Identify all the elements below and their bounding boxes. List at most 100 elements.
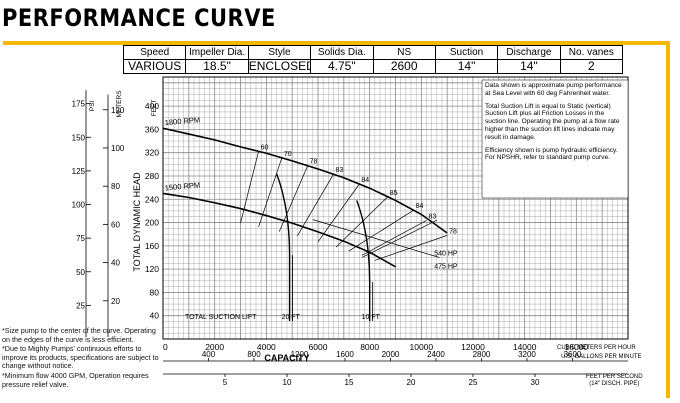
meters-tick-label: 60 <box>111 220 120 229</box>
m3h-tick-label: 3200 <box>518 350 536 359</box>
m3h-tick-label: 800 <box>247 350 261 359</box>
efficiency-label: 84 <box>361 177 369 184</box>
y-tick-label: 280 <box>145 171 159 181</box>
x-unit-label: U.S. GALLONS PER MINUTE <box>561 354 641 360</box>
spec-value-solids: 4.75" <box>310 59 374 74</box>
psi-axis-title: PSI <box>89 101 96 112</box>
efficiency-label: 85 <box>390 190 398 197</box>
y-tick-label: 160 <box>145 241 159 251</box>
y-tick-label: 80 <box>150 287 160 297</box>
psi-tick-label: 125 <box>72 167 86 176</box>
efficiency-label: 83 <box>336 167 344 174</box>
psi-tick-label: 75 <box>76 234 85 243</box>
m3h-tick-label: 1600 <box>336 350 354 359</box>
efficiency-label: 60 <box>261 144 269 151</box>
x-axis-title: CAPACITY <box>264 353 309 363</box>
hp-lines <box>312 219 440 258</box>
x-tick-label: 4000 <box>257 342 276 352</box>
y-tick-label: 360 <box>145 124 159 134</box>
spec-value-impeller: 18.5" <box>185 59 249 74</box>
footnote: *Minimum flow 4000 GPM, Operation requir… <box>2 370 149 389</box>
velocity-tick-label: 15 <box>345 378 354 387</box>
info-paragraph: Data shown is approximate pump performan… <box>485 82 622 97</box>
y-tick-label: 120 <box>145 264 159 274</box>
m3h-tick-label: 1200 <box>291 350 309 359</box>
info-paragraph: Efficiency shown is pump hydraulic effic… <box>485 146 618 162</box>
x-tick-label: 2000 <box>205 342 224 352</box>
velocity-tick-label: 25 <box>469 378 478 387</box>
spec-value-style: ENCLOSED <box>247 59 312 74</box>
y-tick-label: 320 <box>145 148 159 158</box>
m3h-tick-label: 3600 <box>564 350 582 359</box>
velocity-axis-subtitle: (14" DISCH. PIPE) <box>589 381 639 387</box>
velocity-tick-label: 10 <box>283 378 292 387</box>
hp-line <box>312 219 440 258</box>
psi-tick-label: 25 <box>76 301 85 310</box>
efficiency-label: 70 <box>284 151 292 158</box>
y-unit-label: FEET <box>151 100 158 117</box>
meters-axis-title: METERS <box>116 90 123 118</box>
rpm-curve <box>162 192 396 268</box>
meters-tick-label: 40 <box>111 259 120 268</box>
info-paragraph: Total Suction Lift is equal to Static (v… <box>485 102 620 141</box>
suction-lift-line <box>356 200 371 321</box>
suction-lift-label: 20 FT <box>282 314 301 321</box>
m3h-tick-label: 2000 <box>382 350 400 359</box>
efficiency-line <box>240 151 259 224</box>
x-tick-label: 12000 <box>461 342 485 352</box>
footnote: *Size pump to the center of the curve. O… <box>2 326 156 344</box>
efficiency-line <box>317 183 360 242</box>
efficiency-label: 78 <box>310 159 318 166</box>
suction-lift-title: TOTAL SUCTION LIFT <box>185 314 257 321</box>
meters-tick-label: 100 <box>111 144 125 153</box>
info-box <box>481 79 629 199</box>
velocity-tick-label: 20 <box>407 378 416 387</box>
efficiency-line <box>348 209 414 252</box>
x-tick-label: 8000 <box>360 342 379 352</box>
meters-tick-label: 20 <box>111 297 120 306</box>
rpm-curves <box>162 127 448 268</box>
meters-tick-label: 120 <box>111 106 125 115</box>
x-tick-label: 16000 <box>565 342 589 352</box>
velocity-tick-label: 5 <box>223 378 228 387</box>
spec-value-discharge: 14" <box>497 59 561 74</box>
y-tick-label: 240 <box>145 194 159 204</box>
rpm-label: 1800 RPM <box>164 115 200 127</box>
efficiency-line <box>361 220 427 256</box>
suction-lift <box>276 173 374 321</box>
y-tick-label: 40 <box>150 311 160 321</box>
hp-line <box>361 219 437 258</box>
psi-tick-label: 50 <box>76 268 85 277</box>
x-tick-label: 14000 <box>513 342 537 352</box>
spec-table: Speed Impeller Dia. Style Solids Dia. NS… <box>122 45 624 74</box>
m3h-tick-label: 2400 <box>427 350 445 359</box>
m3h-axis-title: CUBIC METERS PER HOUR <box>557 345 636 351</box>
m3h-tick-label: 400 <box>202 350 216 359</box>
efficiency-line <box>335 196 388 248</box>
rpm-label: 1500 RPM <box>164 180 200 192</box>
spec-value-vanes: 2 <box>559 59 624 74</box>
x-tick-label: 6000 <box>309 342 328 352</box>
psi-tick-label: 100 <box>72 201 86 210</box>
spec-value-suction: 14" <box>434 59 499 74</box>
accent-frame <box>3 41 670 398</box>
efficiency-line <box>374 235 448 261</box>
spec-value-ns: 2600 <box>372 59 436 74</box>
suction-lift-label: 10 FT <box>362 314 381 321</box>
hp-label: 475 HP <box>434 264 458 271</box>
velocity-axis-title: FEET PER SECOND <box>586 374 643 380</box>
efficiency-line <box>258 157 283 227</box>
psi-tick-label: 175 <box>72 100 86 109</box>
y-tick-label: 200 <box>145 218 159 228</box>
page-title: PERFORMANCE CURVE <box>2 4 276 32</box>
m3h-tick-label: 2800 <box>473 350 491 359</box>
footnotes: *Size pump to the center of the curve. O… <box>2 326 160 390</box>
psi-tick-label: 150 <box>72 133 86 142</box>
velocity-tick-label: 30 <box>531 378 540 387</box>
efficiency-label: 84 <box>416 203 424 210</box>
spec-value-speed: VARIOUS <box>122 59 187 74</box>
suction-lift-line <box>276 173 291 321</box>
plot-border <box>162 76 629 340</box>
footnote: *Due to Mighty Pumps' continuous efforts… <box>2 344 159 371</box>
